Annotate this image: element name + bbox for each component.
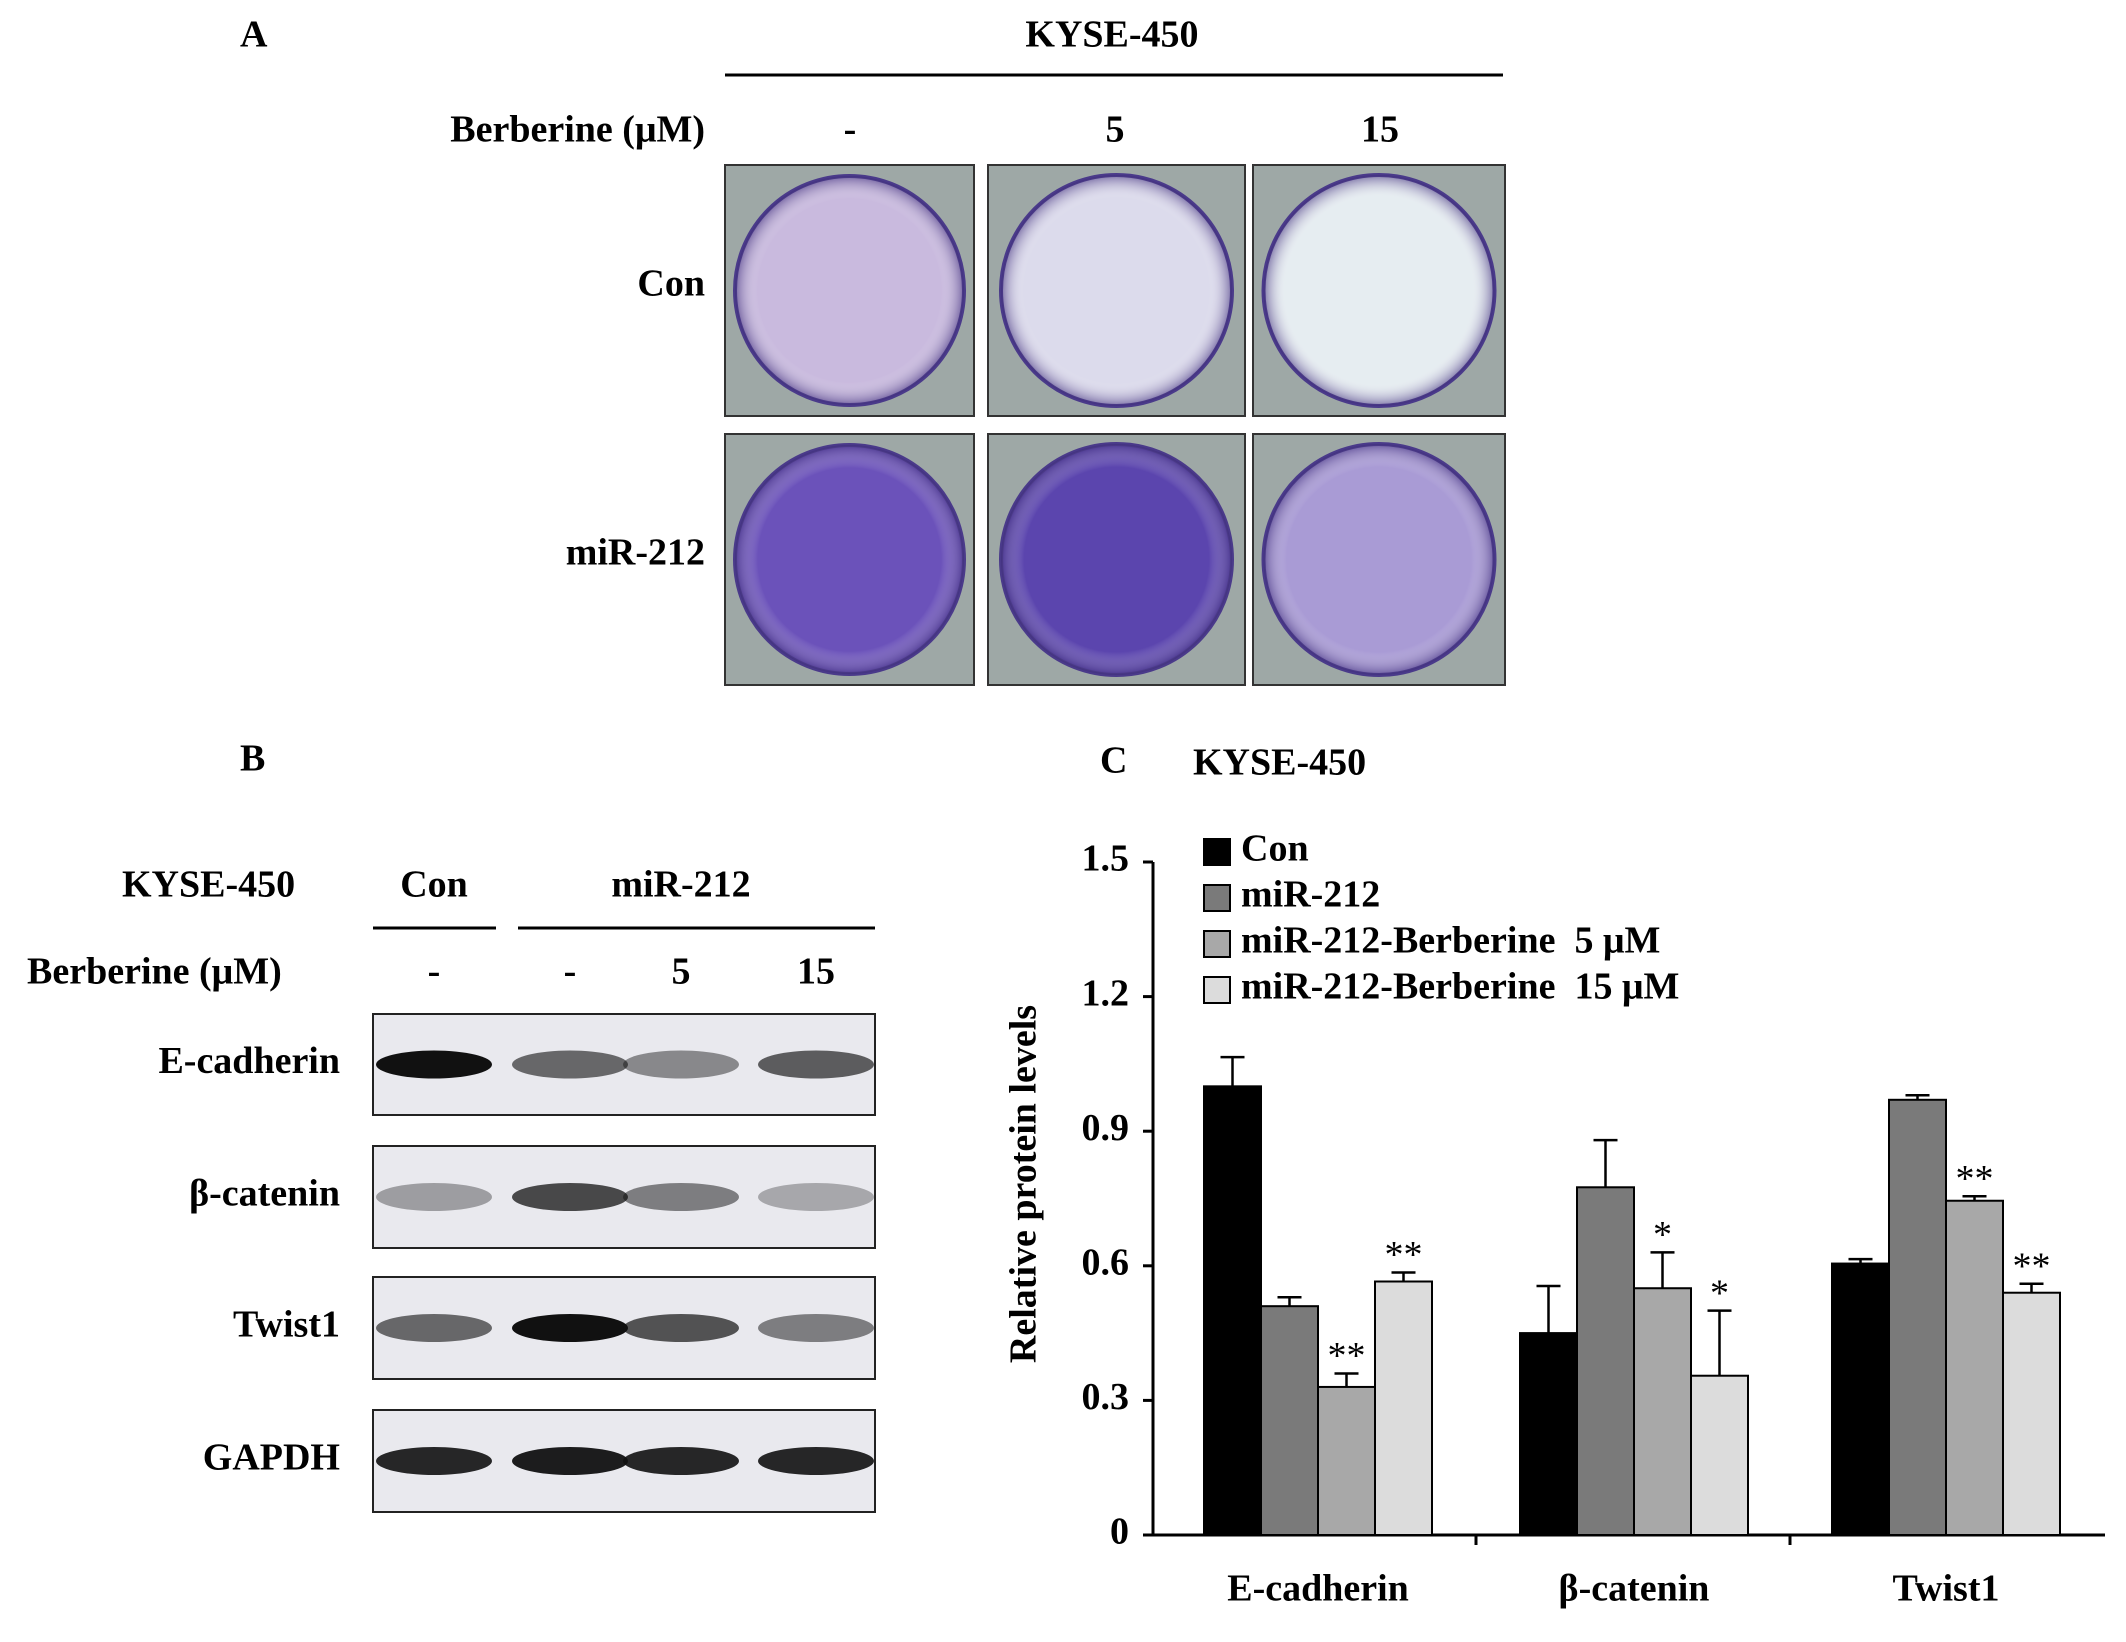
significance-mark: **: [1385, 1234, 1423, 1276]
blot-band: [758, 1050, 874, 1079]
dose-label: 15: [1361, 109, 1399, 151]
legend-swatch: [1203, 976, 1231, 1004]
blot-band: [623, 1447, 739, 1475]
protein-label: β-catenin: [189, 1173, 340, 1215]
bar: [1317, 1385, 1376, 1536]
chart-title: KYSE-450: [1193, 742, 1366, 784]
error-bar: [1391, 1271, 1416, 1282]
blot-band: [623, 1314, 739, 1342]
y-tick-label: 1.2: [1082, 972, 1130, 1014]
legend-label: miR-212: [1241, 874, 1380, 916]
error-bar: [1536, 1284, 1561, 1334]
legend-swatch: [1203, 930, 1231, 958]
group-label: miR-212: [611, 864, 750, 906]
significance-mark: *: [1710, 1272, 1729, 1314]
error-bar: [1905, 1094, 1930, 1100]
blot-band: [512, 1314, 628, 1342]
y-tick-label: 1.5: [1082, 838, 1130, 880]
bar: [1945, 1199, 2004, 1536]
error-bar: [1334, 1372, 1359, 1387]
dose-label: 5: [672, 951, 691, 993]
bar-chart: 0 0.3 0.6 0.9 1.2 1.5 E-cadherin β-catenin Twist…: [1082, 828, 2061, 1610]
plate-rim: [1263, 444, 1495, 675]
bar: [1831, 1262, 1890, 1536]
plate-rim: [1263, 175, 1495, 406]
group-label: Con: [400, 864, 468, 906]
bar: [1888, 1098, 1947, 1536]
dose-label: -: [428, 951, 441, 993]
blot-band: [376, 1314, 492, 1342]
bar: [1633, 1287, 1692, 1536]
bar: [2002, 1291, 2061, 1536]
plate-rim: [735, 176, 964, 405]
dose-label: 5: [1106, 109, 1125, 151]
error-bar: [1650, 1251, 1675, 1289]
plate-rim: [1001, 444, 1232, 675]
blot-band: [758, 1447, 874, 1475]
legend-label: Con: [1241, 828, 1309, 870]
bar: [1519, 1332, 1578, 1536]
dose-label: -: [564, 951, 577, 993]
y-tick-label: 0.9: [1082, 1107, 1130, 1149]
x-tick-label: E-cadherin: [1227, 1568, 1409, 1610]
colony-plates: [724, 164, 1506, 686]
panel-label: B: [240, 738, 265, 780]
blot-band: [512, 1050, 628, 1079]
bar: [1203, 1085, 1262, 1537]
plate-rim: [735, 445, 964, 674]
legend-label: miR-212-Berberine 15 μM: [1241, 966, 1679, 1008]
x-tick-label: Twist1: [1893, 1568, 2000, 1610]
y-tick-label: 0.3: [1082, 1376, 1130, 1418]
protein-label: Twist1: [233, 1304, 340, 1346]
treatment-label: Berberine (μM): [27, 951, 282, 993]
y-axis-label: Relative protein levels: [1003, 1005, 1045, 1363]
panel-label: C: [1100, 740, 1127, 782]
plate-rim: [1001, 175, 1232, 406]
significance-mark: *: [1653, 1214, 1672, 1256]
bar: [1690, 1374, 1749, 1537]
error-bar: [1220, 1055, 1245, 1087]
western-blots: E-cadherin β-catenin Twist1 GAPDH: [158, 1013, 876, 1513]
error-bar: [1593, 1138, 1618, 1188]
legend-swatch: [1203, 884, 1231, 912]
bar: [1576, 1186, 1635, 1536]
panel-label: A: [240, 14, 268, 56]
significance-mark: **: [2013, 1245, 2051, 1287]
blot-band: [376, 1183, 492, 1211]
protein-label: GAPDH: [203, 1437, 340, 1479]
dose-label: -: [844, 109, 857, 151]
bar: [1260, 1305, 1319, 1537]
blot-band: [758, 1314, 874, 1342]
error-bar: [1277, 1295, 1302, 1307]
row-label: Con: [637, 263, 705, 305]
cell-line: KYSE-450: [1025, 14, 1198, 56]
y-tick-label: 0: [1110, 1511, 1129, 1553]
treatment-label: Berberine (μM): [450, 109, 705, 151]
legend-swatch: [1203, 838, 1231, 866]
dose-label: 15: [797, 951, 835, 993]
error-bar: [1848, 1257, 1873, 1264]
protein-label: E-cadherin: [158, 1040, 340, 1082]
blot-band: [512, 1183, 628, 1211]
blot-band: [376, 1447, 492, 1475]
legend-label: miR-212-Berberine 5 μM: [1241, 920, 1660, 962]
row-label: miR-212: [566, 532, 705, 574]
y-tick-label: 0.6: [1082, 1242, 1130, 1284]
blot-band: [376, 1050, 492, 1079]
cell-line: KYSE-450: [122, 864, 295, 906]
error-bar: [1707, 1309, 1732, 1376]
blot-band: [758, 1183, 874, 1211]
blot-band: [623, 1050, 739, 1079]
error-bar: [1962, 1195, 1987, 1201]
significance-mark: **: [1956, 1158, 1994, 1200]
error-bar: [2019, 1282, 2044, 1293]
bar: [1374, 1280, 1433, 1536]
blot-band: [623, 1183, 739, 1211]
blot-band: [512, 1447, 628, 1475]
x-tick-label: β-catenin: [1559, 1568, 1710, 1610]
significance-mark: **: [1328, 1335, 1366, 1377]
